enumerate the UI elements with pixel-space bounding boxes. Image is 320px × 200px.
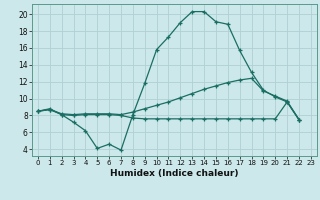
X-axis label: Humidex (Indice chaleur): Humidex (Indice chaleur) (110, 169, 239, 178)
